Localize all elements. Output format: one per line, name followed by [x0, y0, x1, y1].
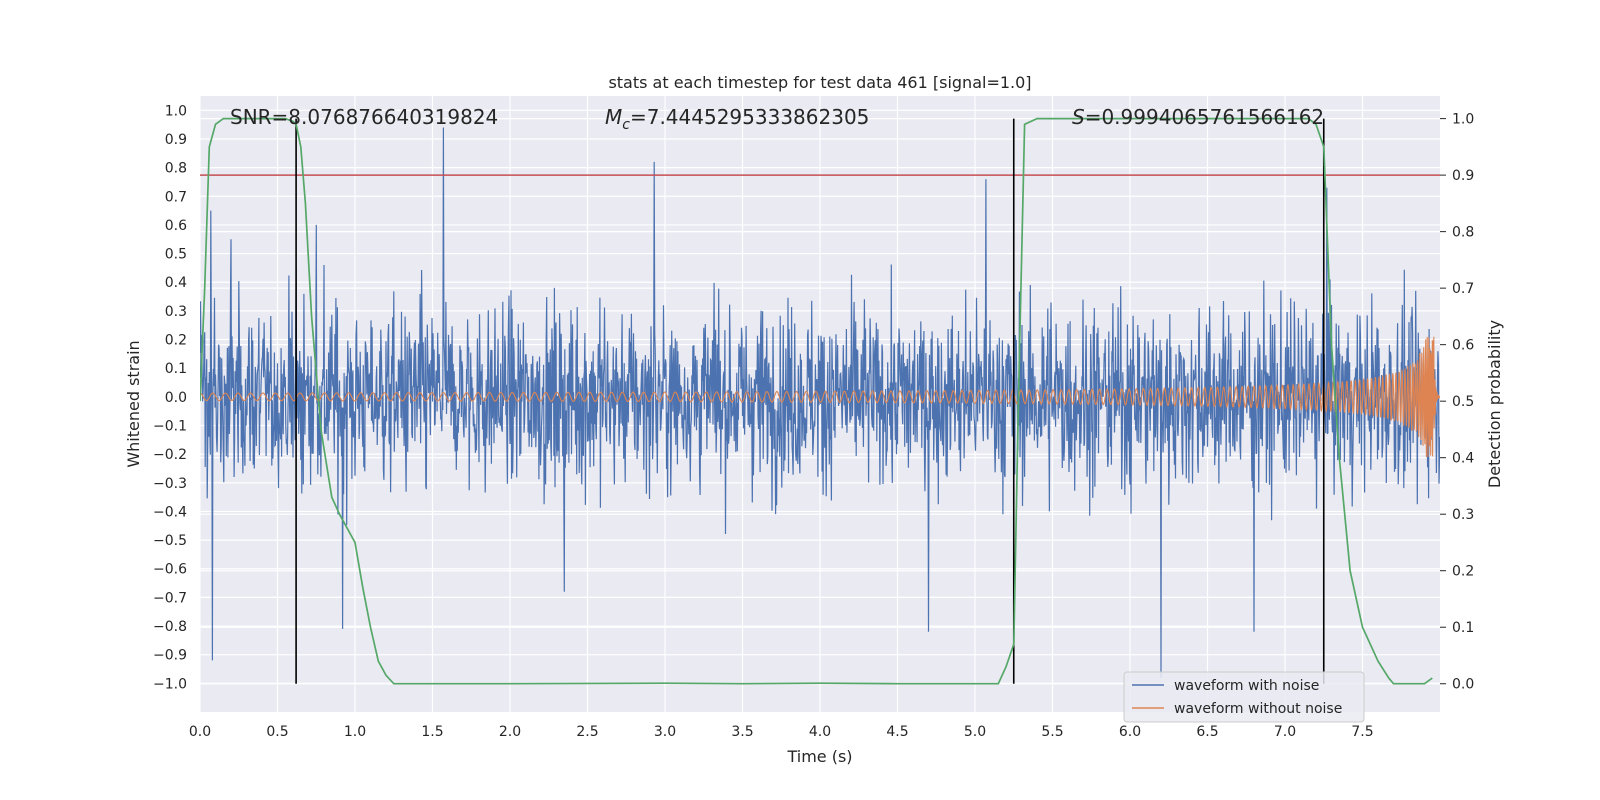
x-tick-label: 5.5 [1041, 724, 1063, 740]
y-tick-label: 0.7 [165, 189, 187, 205]
x-tick-label: 0.5 [266, 724, 288, 740]
x-tick-label: 3.0 [654, 724, 676, 740]
s-symbol: S [1072, 105, 1085, 129]
x-tick-label: 1.0 [344, 724, 366, 740]
y-tick-label: −0.7 [153, 590, 187, 606]
s-value: =0.9994065761566162 [1085, 105, 1324, 129]
series-waveform-with-noise [200, 127, 1440, 678]
x-tick-label: 7.0 [1274, 724, 1296, 740]
x-axis-ticks: 0.0 0.5 1.0 1.5 2.0 2.5 3.0 3.5 4.0 4.5 5.0 5.5 6.0 6… [189, 724, 1374, 740]
y2-axis-label: Detection probability [1485, 320, 1504, 488]
snr-annotation: SNR=8.076876640319824 [230, 105, 498, 129]
y2-tick-label: 0.6 [1452, 338, 1474, 354]
y2-axis-ticks: 1.0 0.9 0.8 0.7 0.6 0.5 0.4 0.3 0.2 0.1 0.0 [1440, 112, 1474, 693]
y2-tick-label: 0.5 [1452, 394, 1474, 410]
y2-tick-label: 1.0 [1452, 112, 1474, 128]
x-tick-label: 6.5 [1196, 724, 1218, 740]
y-tick-label: −0.4 [153, 504, 187, 520]
x-tick-label: 4.5 [886, 724, 908, 740]
y-tick-label: −1.0 [153, 676, 187, 692]
legend-label-clean: waveform without noise [1174, 701, 1342, 717]
chirp-mass-annotation: Mc=7.4445295333862305 [605, 105, 869, 133]
y-tick-label: 0.8 [165, 161, 187, 177]
y-tick-label: 0.1 [165, 361, 187, 377]
y-tick-label: 1.0 [165, 103, 187, 119]
series-detection-probability [200, 117, 1433, 685]
event-lines [295, 118, 1325, 684]
y-tick-label: 0.9 [165, 132, 187, 148]
s-annotation: S=0.9994065761566162 [1072, 105, 1324, 129]
y-tick-label: −0.3 [153, 476, 187, 492]
y2-tick-label: 0.2 [1452, 564, 1474, 580]
y2-tick-label: 0.7 [1452, 281, 1474, 297]
x-tick-label: 7.5 [1351, 724, 1373, 740]
chirp-mass-symbol: M [605, 105, 622, 129]
y2-tick-label: 0.9 [1452, 168, 1474, 184]
y-tick-label: 0.3 [165, 304, 187, 320]
y-tick-label: 0.0 [165, 390, 187, 406]
y2-tick-label: 0.4 [1452, 451, 1474, 467]
legend-label-noisy: waveform with noise [1174, 678, 1319, 694]
x-tick-label: 3.5 [731, 724, 753, 740]
y-tick-label: −0.2 [153, 447, 187, 463]
y-tick-label: 0.6 [165, 218, 187, 234]
y-tick-label: −0.1 [153, 418, 187, 434]
y-tick-label: −0.6 [153, 562, 187, 578]
y-tick-label: −0.5 [153, 533, 187, 549]
y2-tick-label: 0.3 [1452, 507, 1474, 523]
y-tick-label: −0.9 [153, 648, 187, 664]
series-waveform-without-noise [200, 336, 1440, 458]
y2-tick-label: 0.1 [1452, 620, 1474, 636]
chirp-mass-subscript: c [622, 117, 630, 133]
x-tick-label: 0.0 [189, 724, 211, 740]
chart-title: stats at each timestep for test data 461… [608, 73, 1031, 92]
x-tick-label: 5.0 [964, 724, 986, 740]
x-axis-label: Time (s) [786, 747, 852, 766]
legend-box [1123, 671, 1365, 723]
x-tick-label: 4.0 [809, 724, 831, 740]
x-tick-label: 1.5 [421, 724, 443, 740]
y2-tick-label: 0.8 [1452, 225, 1474, 241]
y-axis-label: Whitened strain [124, 340, 143, 467]
y-tick-label: 0.4 [165, 275, 187, 291]
y-tick-label: 0.2 [165, 333, 187, 349]
x-tick-label: 2.5 [576, 724, 598, 740]
legend: waveform with noise waveform without noi… [1123, 671, 1365, 723]
y-axis-ticks: 1.0 0.9 0.8 0.7 0.6 0.5 0.4 0.3 0.2 0.1 0.0 −0.1 −0.… [153, 103, 187, 692]
y-tick-label: −0.8 [153, 619, 187, 635]
y2-tick-label: 0.0 [1452, 677, 1474, 693]
chirp-mass-value: =7.4445295333862305 [630, 105, 869, 129]
x-tick-label: 6.0 [1119, 724, 1141, 740]
y-tick-label: 0.5 [165, 247, 187, 263]
x-tick-label: 2.0 [499, 724, 521, 740]
